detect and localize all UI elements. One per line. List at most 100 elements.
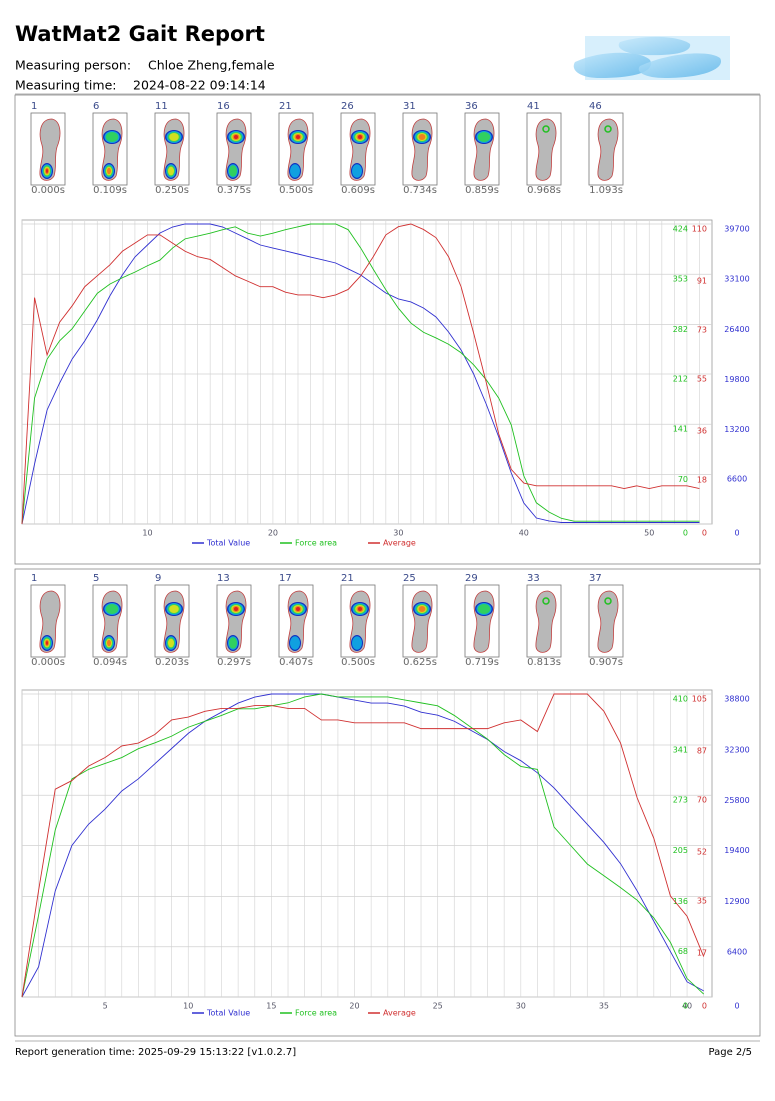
frame-number: 37 xyxy=(589,573,602,584)
frame-time: 0.250s xyxy=(155,185,189,196)
person-label: Measuring person: xyxy=(15,58,131,73)
frame-thumbnail xyxy=(92,112,128,186)
series-line xyxy=(21,693,704,998)
frame-thumbnail xyxy=(278,112,314,186)
y-tick-label: 0 xyxy=(683,1002,688,1011)
legend-label: Total Value xyxy=(206,1009,250,1018)
frame-thumbnail xyxy=(588,584,624,658)
foot-outline xyxy=(535,118,557,181)
frame-time: 0.109s xyxy=(93,185,127,196)
y-tick-label: 273 xyxy=(673,796,688,805)
pressure-blob xyxy=(296,607,300,611)
x-tick-label: 25 xyxy=(433,1002,443,1011)
frame-time: 0.407s xyxy=(279,657,313,668)
frame-number: 21 xyxy=(279,101,292,112)
pressure-blob xyxy=(604,597,612,605)
y-tick-label: 353 xyxy=(673,275,688,284)
pressure-blob xyxy=(604,125,612,133)
x-tick-label: 50 xyxy=(644,529,654,538)
frame-number: 9 xyxy=(155,573,161,584)
footer-page: Page 2/5 xyxy=(709,1047,752,1058)
pressure-blob xyxy=(168,166,174,176)
x-tick-label: 15 xyxy=(266,1002,276,1011)
y-tick-label: 0 xyxy=(702,1002,707,1011)
pressure-blob xyxy=(229,637,237,649)
frame-thumbnail xyxy=(402,112,438,186)
frame-time: 0.719s xyxy=(465,657,499,668)
y-tick-label: 0 xyxy=(683,529,688,538)
pressure-blob xyxy=(477,132,491,142)
pressure-blob xyxy=(107,639,111,647)
series-line xyxy=(21,223,700,525)
y-tick-label: 13200 xyxy=(724,425,749,434)
section-border xyxy=(14,568,761,1037)
y-tick-label: 35 xyxy=(697,897,707,906)
frame-thumbnail xyxy=(588,112,624,186)
y-tick-label: 212 xyxy=(673,375,688,384)
pressure-blob xyxy=(352,164,362,178)
legend-label: Force area xyxy=(295,539,337,548)
frame-time: 0.968s xyxy=(527,185,561,196)
y-tick-label: 341 xyxy=(673,745,688,754)
pressure-blob xyxy=(290,164,300,178)
frame-time: 0.907s xyxy=(589,657,623,668)
pressure-blob xyxy=(296,135,300,139)
frame-number: 1 xyxy=(31,573,37,584)
frame-number: 5 xyxy=(93,573,99,584)
time-value: 2024-08-22 09:14:14 xyxy=(133,78,266,93)
y-tick-label: 105 xyxy=(692,695,707,704)
frame-thumbnail xyxy=(526,584,562,658)
pressure-blob xyxy=(358,135,362,139)
y-tick-label: 0 xyxy=(734,529,739,538)
frame-thumbnail xyxy=(340,112,376,186)
frame-number: 1 xyxy=(31,101,37,112)
y-tick-label: 25800 xyxy=(724,796,749,805)
y-tick-label: 70 xyxy=(697,796,707,805)
y-tick-label: 38800 xyxy=(724,695,749,704)
y-tick-label: 410 xyxy=(673,695,688,704)
frame-thumbnail xyxy=(340,584,376,658)
y-tick-label: 39700 xyxy=(724,225,749,234)
y-tick-label: 91 xyxy=(697,276,707,285)
y-tick-label: 26400 xyxy=(724,325,749,334)
pressure-blob xyxy=(358,607,362,611)
y-tick-label: 36 xyxy=(697,426,707,435)
frame-number: 13 xyxy=(217,573,230,584)
frame-number: 31 xyxy=(403,101,416,112)
x-tick-label: 40 xyxy=(682,1002,692,1011)
y-tick-label: 0 xyxy=(734,1002,739,1011)
pressure-blob xyxy=(477,604,491,614)
y-tick-label: 55 xyxy=(697,375,707,384)
pressure-blob xyxy=(168,638,174,648)
pressure-blob xyxy=(169,605,179,613)
frame-thumbnail xyxy=(216,112,252,186)
frame-number: 17 xyxy=(279,573,292,584)
frame-time: 0.375s xyxy=(217,185,251,196)
time-label: Measuring time: xyxy=(15,78,116,93)
x-tick-label: 40 xyxy=(519,529,529,538)
x-tick-label: 30 xyxy=(393,529,403,538)
y-tick-label: 282 xyxy=(673,325,688,334)
pressure-blob xyxy=(46,169,48,173)
x-tick-label: 20 xyxy=(349,1002,359,1011)
pressure-blob xyxy=(105,132,119,142)
report-title: WatMat2 Gait Report xyxy=(15,22,265,46)
y-tick-label: 141 xyxy=(673,425,688,434)
frame-number: 21 xyxy=(341,573,354,584)
frame-number: 16 xyxy=(217,101,230,112)
x-tick-label: 35 xyxy=(599,1002,609,1011)
section-border xyxy=(14,94,761,565)
legend-label: Force area xyxy=(295,1009,337,1018)
frame-thumbnail xyxy=(154,584,190,658)
frame-number: 33 xyxy=(527,573,540,584)
frame-time: 0.094s xyxy=(93,657,127,668)
legend-label: Total Value xyxy=(206,539,250,548)
legend-label: Average xyxy=(383,1009,416,1018)
pressure-blob xyxy=(169,133,179,141)
frame-time: 0.500s xyxy=(341,657,375,668)
frame-number: 46 xyxy=(589,101,602,112)
y-tick-label: 19400 xyxy=(724,846,749,855)
series-line xyxy=(21,223,700,525)
pressure-blob xyxy=(234,135,238,139)
frame-time: 0.734s xyxy=(403,185,437,196)
